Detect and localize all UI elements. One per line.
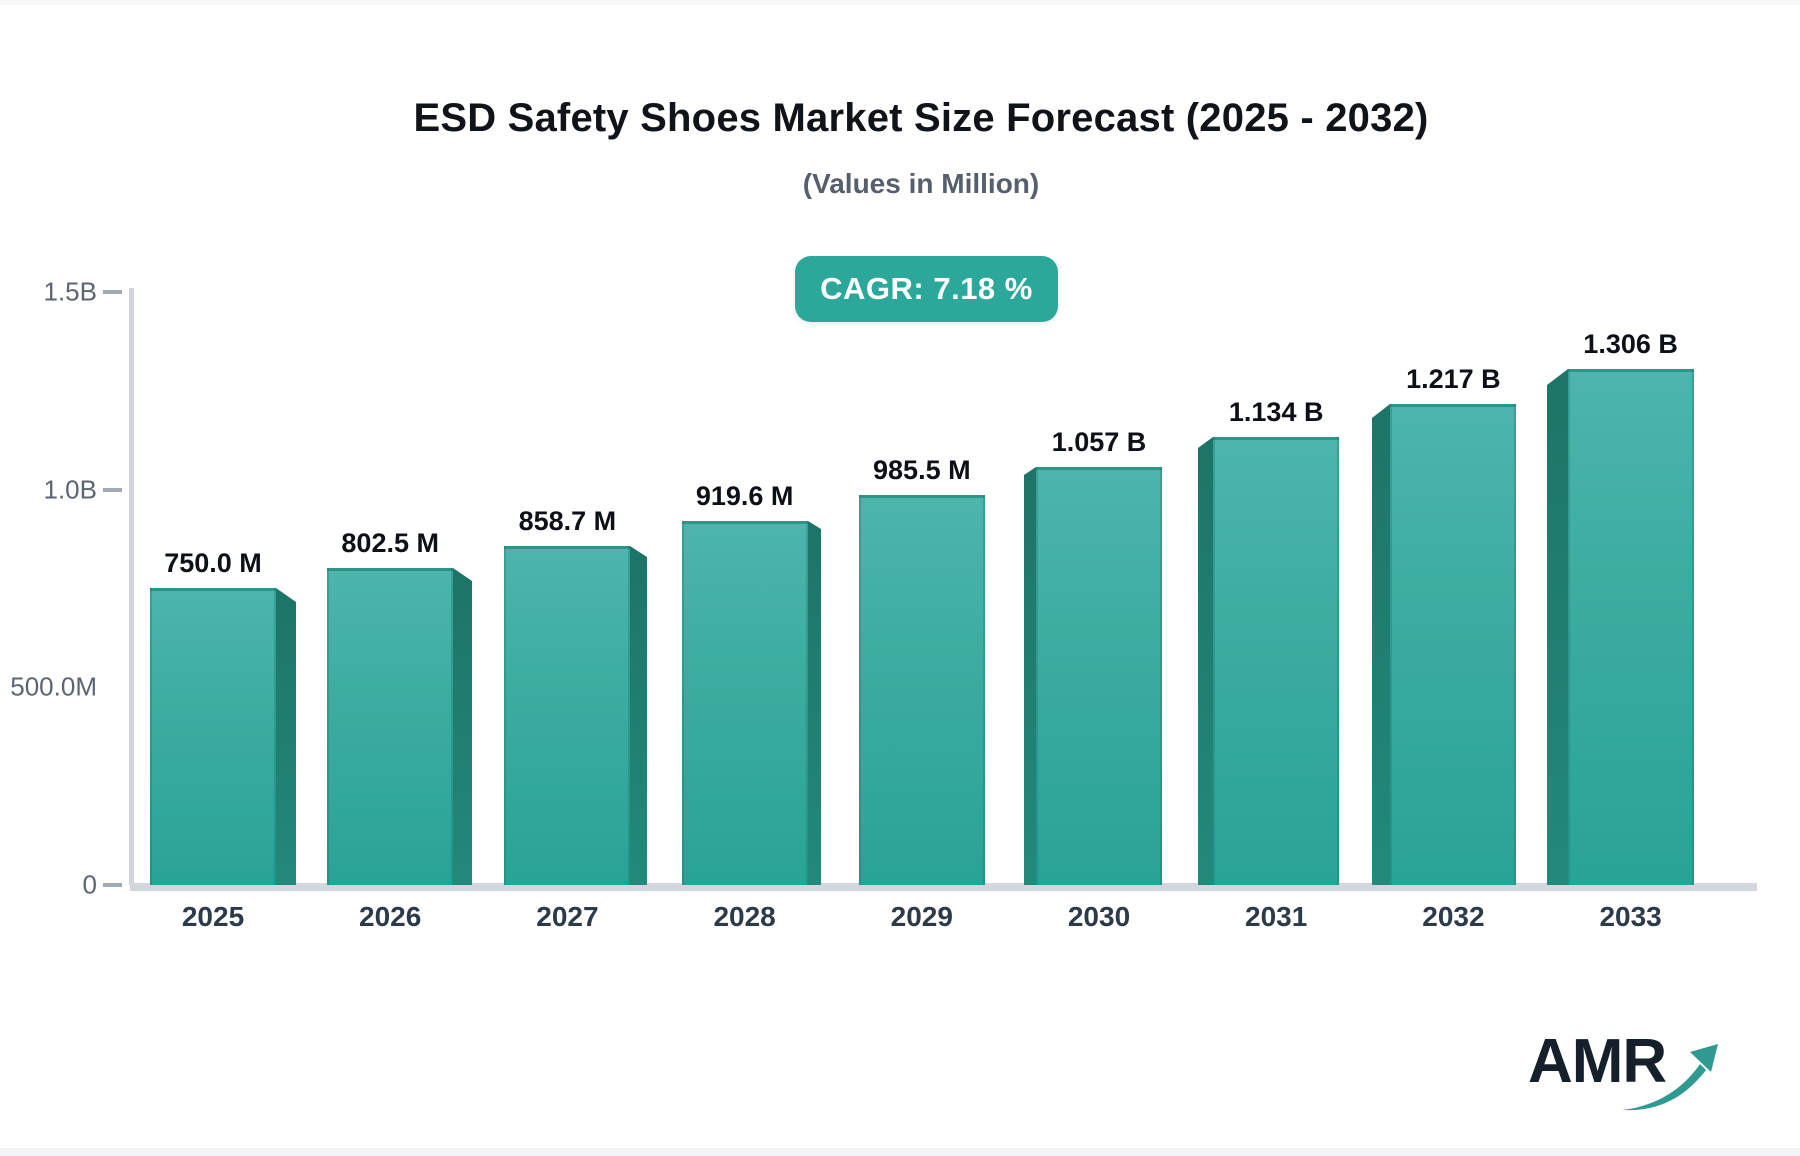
bar-2026 xyxy=(327,568,453,885)
bar-side-2026 xyxy=(453,568,472,885)
y-tick-dash-0 xyxy=(103,883,122,887)
bar-value-2028: 919.6 M xyxy=(695,481,794,511)
x-label-2027: 2027 xyxy=(536,901,599,932)
bar-2031 xyxy=(1213,437,1339,885)
x-label-2030: 2030 xyxy=(1067,901,1131,932)
bar-value-2033: 1.306 B xyxy=(1583,329,1678,359)
bar-side-2030 xyxy=(1024,467,1036,885)
bar-value-2031: 1.134 B xyxy=(1228,397,1324,427)
y-tick-label-1.5B: 1.5B xyxy=(43,276,98,307)
bar-side-2033 xyxy=(1547,369,1568,885)
amr-logo-text: AMR xyxy=(1528,1027,1667,1096)
y-tick-label-1.0B: 1.0B xyxy=(43,474,98,505)
bar-2032 xyxy=(1390,404,1516,885)
bar-2033 xyxy=(1568,369,1694,885)
y-axis-line xyxy=(129,288,134,885)
chart-subtitle: (Values in Million) xyxy=(802,168,1040,199)
bar-value-2025: 750.0 M xyxy=(164,548,262,578)
bar-value-2032: 1.217 B xyxy=(1406,364,1501,394)
bar-value-2029: 985.5 M xyxy=(873,455,971,485)
x-label-2026: 2026 xyxy=(359,901,422,932)
x-label-2025: 2025 xyxy=(181,901,245,932)
bar-2027 xyxy=(504,546,630,885)
bar-side-2028 xyxy=(808,521,821,885)
x-label-2028: 2028 xyxy=(713,901,776,932)
bar-2030 xyxy=(1036,467,1162,885)
bar-value-2030: 1.057 B xyxy=(1051,427,1147,457)
growth-arrow-icon xyxy=(1622,1044,1718,1111)
bar-side-2027 xyxy=(630,546,647,885)
y-tick-label-0: 0 xyxy=(82,869,97,900)
y-tick-label-500.0M: 500.0M xyxy=(10,671,97,702)
bar-side-2025 xyxy=(276,588,296,885)
x-axis-baseline xyxy=(130,883,1757,891)
y-tick-dash-1.5B xyxy=(103,290,122,294)
bar-2028 xyxy=(682,521,808,885)
x-label-2031: 2031 xyxy=(1245,901,1308,932)
bar-2029 xyxy=(859,495,985,885)
bar-value-2026: 802.5 M xyxy=(341,528,439,558)
bottom-edge-strip xyxy=(0,1148,1800,1156)
bar-2025 xyxy=(150,588,276,885)
cagr-badge: CAGR: 7.18 % xyxy=(795,256,1058,322)
amr-logo: AMR xyxy=(1520,1018,1720,1118)
cagr-badge-label: CAGR: 7.18 % xyxy=(820,271,1033,306)
x-label-2032: 2032 xyxy=(1422,901,1485,932)
top-edge-strip xyxy=(0,0,1800,5)
x-label-2033: 2033 xyxy=(1599,901,1662,932)
bar-value-2027: 858.7 M xyxy=(518,506,617,536)
bar-side-2032 xyxy=(1372,404,1390,885)
chart-title: ESD Safety Shoes Market Size Forecast (2… xyxy=(413,96,1429,140)
x-label-2029: 2029 xyxy=(890,901,953,932)
bar-side-2031 xyxy=(1198,437,1213,885)
y-tick-dash-1.0B xyxy=(103,487,122,492)
